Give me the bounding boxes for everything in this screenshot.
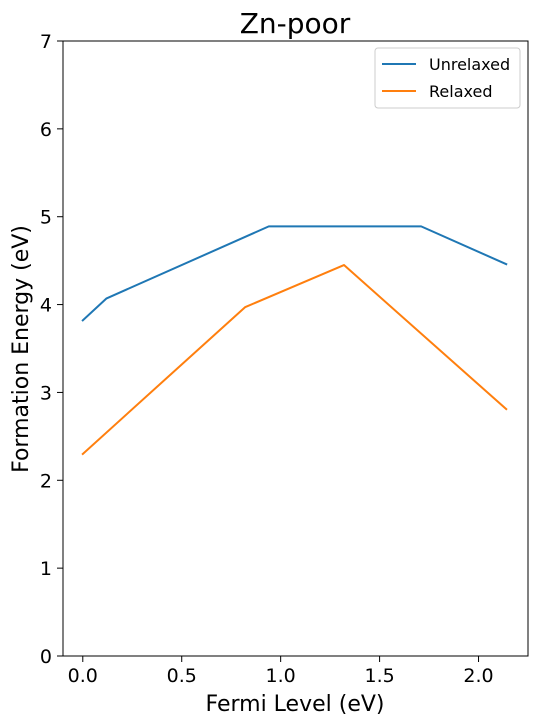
y-tick-label: 3: [40, 382, 52, 404]
y-axis-ticks: 0 1 2 3 4 5 6 7: [40, 31, 63, 668]
y-tick-label: 1: [40, 558, 52, 580]
legend-label-unrelaxed: Unrelaxed: [429, 55, 510, 74]
y-tick-label: 5: [40, 207, 52, 229]
x-tick-label: 1.0: [266, 665, 296, 687]
series-line-relaxed: [81, 264, 508, 456]
y-tick-label: 6: [40, 119, 52, 141]
legend: Unrelaxed Relaxed: [374, 47, 521, 109]
x-tick-label: 2.0: [463, 665, 493, 687]
y-axis-label: Formation Energy (eV): [9, 225, 34, 473]
plot-area: [62, 40, 529, 657]
chart-title: Zn-poor: [240, 7, 351, 40]
y-tick-label: 7: [40, 31, 52, 53]
series-line-unrelaxed: [81, 225, 508, 322]
x-tick-label: 0.0: [68, 665, 98, 687]
plot-frame: [62, 40, 529, 657]
y-tick-label: 4: [40, 295, 52, 317]
x-tick-label: 1.5: [364, 665, 394, 687]
x-axis-label: Fermi Level (eV): [206, 692, 385, 717]
y-tick-label: 2: [40, 470, 52, 492]
series-layer: [81, 225, 508, 456]
x-axis-ticks: 0.0 0.5 1.0 1.5 2.0: [68, 656, 494, 687]
legend-label-relaxed: Relaxed: [429, 82, 492, 101]
x-tick-label: 0.5: [167, 665, 197, 687]
y-tick-label: 0: [40, 646, 52, 668]
